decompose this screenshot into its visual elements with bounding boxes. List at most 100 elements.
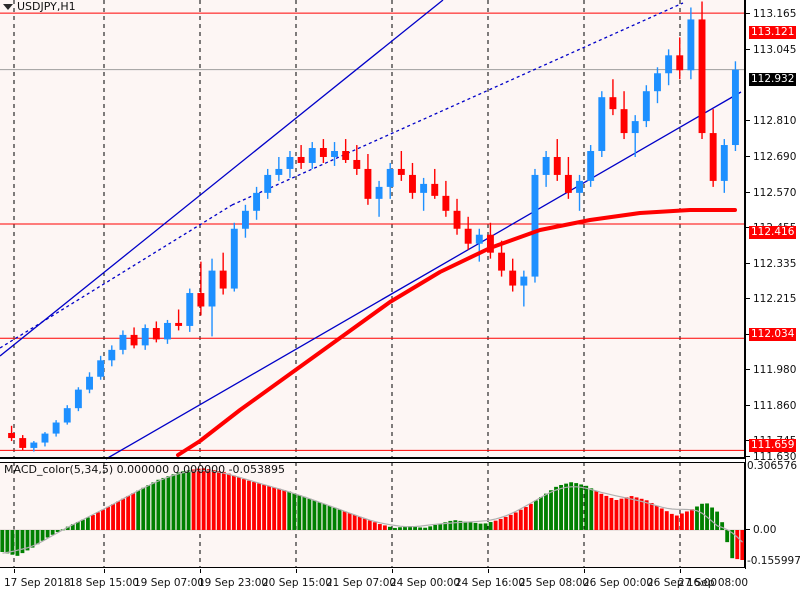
candle-body[interactable] — [41, 433, 49, 443]
price-chart-panel[interactable] — [0, 0, 745, 460]
candle-body[interactable] — [197, 293, 205, 307]
trendline-upper-channel-solid[interactable] — [0, 0, 444, 357]
candle-body[interactable] — [319, 148, 327, 157]
level-price-tag[interactable]: 111.659 — [749, 439, 797, 452]
time-scale[interactable]: 17 Sep 2018 18 Sep 15:00 19 Sep 07:00 19 Se… — [0, 569, 748, 600]
candle-body[interactable] — [342, 151, 350, 160]
candle-body[interactable] — [587, 151, 595, 181]
candle-body[interactable] — [509, 270, 517, 286]
macd-bar — [277, 488, 282, 530]
candle-body[interactable] — [654, 73, 661, 92]
candle-body[interactable] — [186, 293, 194, 326]
caret-down-icon[interactable] — [3, 4, 13, 10]
level-price-tag[interactable]: 113.121 — [749, 26, 797, 39]
candle-body[interactable] — [331, 151, 338, 157]
candle-body[interactable] — [297, 156, 305, 163]
candle-body[interactable] — [520, 276, 528, 286]
candle-body[interactable] — [264, 174, 272, 193]
candle-body[interactable] — [164, 322, 171, 340]
symbol-label: USDJPY,H1 — [17, 0, 76, 13]
candle-body[interactable] — [442, 195, 450, 211]
trendline-mid-channel-dashed-left[interactable] — [0, 204, 233, 349]
candle-body[interactable] — [130, 334, 138, 346]
candle-body[interactable] — [464, 228, 472, 244]
candle-body[interactable] — [219, 270, 227, 289]
candle-body[interactable] — [8, 432, 16, 439]
candle-body[interactable] — [152, 328, 160, 340]
candle-body[interactable] — [431, 183, 439, 196]
candle-body[interactable] — [175, 322, 183, 326]
candle-body[interactable] — [576, 180, 583, 193]
macd-bar — [302, 496, 307, 530]
candle-body[interactable] — [97, 360, 105, 377]
candle-body[interactable] — [409, 174, 416, 193]
macd-scale-label: 0.00 — [753, 524, 777, 536]
candle-body[interactable] — [108, 349, 116, 361]
candle-body[interactable] — [609, 97, 617, 110]
symbol-label-bar[interactable]: USDJPY,H1 — [3, 1, 76, 13]
candle-body[interactable] — [52, 422, 60, 434]
candle-body[interactable] — [531, 174, 539, 277]
candle-body[interactable] — [275, 168, 283, 175]
candle-body[interactable] — [676, 55, 684, 71]
candle-body[interactable] — [74, 389, 82, 409]
candle-body[interactable] — [86, 376, 93, 390]
level-price-tag[interactable]: 112.416 — [749, 226, 797, 239]
macd-bar — [131, 493, 136, 530]
candle-body[interactable] — [30, 442, 38, 448]
candle-body[interactable] — [420, 183, 428, 193]
candle-body[interactable] — [286, 156, 294, 169]
macd-indicator-panel[interactable] — [0, 462, 745, 568]
candle-body[interactable] — [119, 334, 127, 350]
candle-body[interactable] — [731, 69, 739, 146]
macd-bar — [579, 484, 584, 530]
macd-canvas — [0, 462, 745, 568]
candle-body[interactable] — [564, 174, 572, 193]
tick-mark — [746, 120, 750, 121]
candle-body[interactable] — [553, 156, 561, 175]
candle-body[interactable] — [475, 234, 483, 244]
candle-body[interactable] — [698, 19, 706, 134]
candle-body[interactable] — [542, 156, 550, 175]
time-axis-label: 26 Sep 16:00 — [647, 577, 718, 589]
macd-bar — [236, 477, 241, 530]
candle-body[interactable] — [63, 408, 71, 423]
candle-body[interactable] — [208, 270, 216, 307]
macd-bar — [644, 500, 649, 530]
candle-body[interactable] — [709, 133, 717, 181]
candle-body[interactable] — [620, 109, 628, 134]
macd-bar — [206, 469, 211, 530]
candle-body[interactable] — [141, 328, 149, 346]
candle-body[interactable] — [353, 159, 361, 169]
candle-body[interactable] — [375, 186, 383, 199]
macd-bar — [101, 509, 105, 530]
candle-body[interactable] — [364, 168, 372, 199]
macd-bar — [483, 523, 488, 530]
price-scale[interactable]: 113.165 113.045 112.810 112.690 112.570 112.4… — [745, 0, 800, 569]
time-tick-mark — [584, 569, 585, 573]
candle-body[interactable] — [19, 438, 27, 448]
candle-body[interactable] — [720, 145, 728, 181]
candle-body[interactable] — [598, 97, 606, 152]
candle-body[interactable] — [642, 91, 650, 122]
trendline-mid-channel-dashed-right[interactable] — [231, 2, 684, 206]
tick-mark — [746, 334, 750, 335]
candle-body[interactable] — [486, 234, 494, 253]
candle-body[interactable] — [631, 121, 639, 134]
candle-body[interactable] — [498, 252, 506, 271]
candle-body[interactable] — [308, 148, 316, 163]
moving-average-line[interactable] — [176, 208, 737, 457]
macd-bar — [342, 511, 347, 530]
candle-body[interactable] — [687, 19, 695, 71]
candle-body[interactable] — [665, 55, 673, 74]
price-tick: 113.045 — [745, 43, 800, 57]
level-price-tag[interactable]: 112.034 — [749, 328, 797, 341]
candle-body[interactable] — [397, 168, 405, 175]
candle-body[interactable] — [230, 228, 238, 289]
candle-body[interactable] — [453, 210, 461, 229]
price-tick: 111.860 — [745, 399, 800, 413]
candle-body[interactable] — [253, 192, 261, 211]
current-price-tag[interactable]: 112.932 — [749, 73, 797, 86]
candle-body[interactable] — [241, 210, 249, 229]
candle-body[interactable] — [386, 168, 394, 187]
